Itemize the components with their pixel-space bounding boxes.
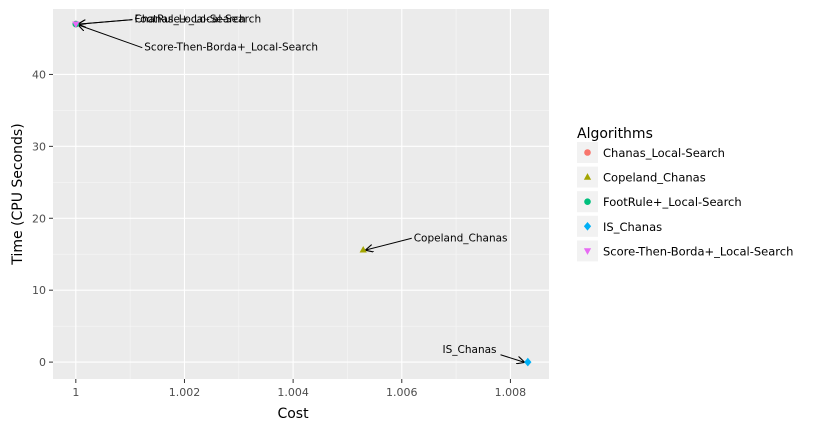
annotation-label: IS_Chanas <box>443 344 497 356</box>
legend-label: FootRule+_Local-Search <box>603 195 742 209</box>
annotation-arrow <box>500 354 524 362</box>
annotation-arrow <box>79 25 143 49</box>
annotation-arrows <box>79 19 524 362</box>
legend-label: Chanas_Local-Search <box>603 146 725 160</box>
legend-key-marker <box>583 248 592 255</box>
axis-ticks: 1 1.002 1.004 1.006 1.008 0 10 20 30 40 <box>32 68 526 399</box>
annotation-arrow <box>79 19 133 24</box>
legend-key-marker <box>583 173 592 180</box>
y-tick-label: 40 <box>32 68 46 81</box>
annotation-label: Chanas_Local-Search <box>134 14 245 26</box>
legend-label: Score-Then-Borda+_Local-Search <box>603 244 793 258</box>
x-axis-title: Cost <box>277 406 309 422</box>
legend-title: Algorithms <box>577 126 653 142</box>
annotation-arrow <box>366 237 412 250</box>
legend-key-marker <box>584 198 591 205</box>
y-tick-label: 10 <box>32 284 46 297</box>
annotation-label: FootRule+_Local-Search <box>134 14 261 26</box>
data-point <box>359 245 367 253</box>
legend-key-marker <box>584 149 591 156</box>
legend-label: Copeland_Chanas <box>603 171 706 185</box>
x-tick-label: 1.008 <box>495 386 527 399</box>
y-tick-label: 20 <box>32 212 46 225</box>
plot-panel <box>53 9 549 379</box>
grid <box>53 9 549 379</box>
x-tick-label: 1.006 <box>386 386 418 399</box>
legend-label: IS_Chanas <box>603 220 662 234</box>
data-points <box>72 20 532 367</box>
y-tick-label: 0 <box>39 356 46 369</box>
x-tick-label: 1.002 <box>169 386 201 399</box>
data-point <box>524 357 532 367</box>
annotation-label: Copeland_Chanas <box>414 232 508 244</box>
annotation-label: Score-Then-Borda+_Local-Search <box>144 42 318 54</box>
y-tick-label: 30 <box>32 140 46 153</box>
data-point <box>72 21 80 29</box>
x-tick-label: 1 <box>72 386 79 399</box>
legend: Chanas_Local-Search Copeland_Chanas FootRu… <box>577 142 793 262</box>
annotation-labels: Chanas_Local-SearchFootRule+_Local-Searc… <box>134 14 507 356</box>
legend-key-marker <box>583 222 592 231</box>
y-axis-title: Time (CPU Seconds) <box>10 123 26 265</box>
x-tick-label: 1.004 <box>277 386 309 399</box>
